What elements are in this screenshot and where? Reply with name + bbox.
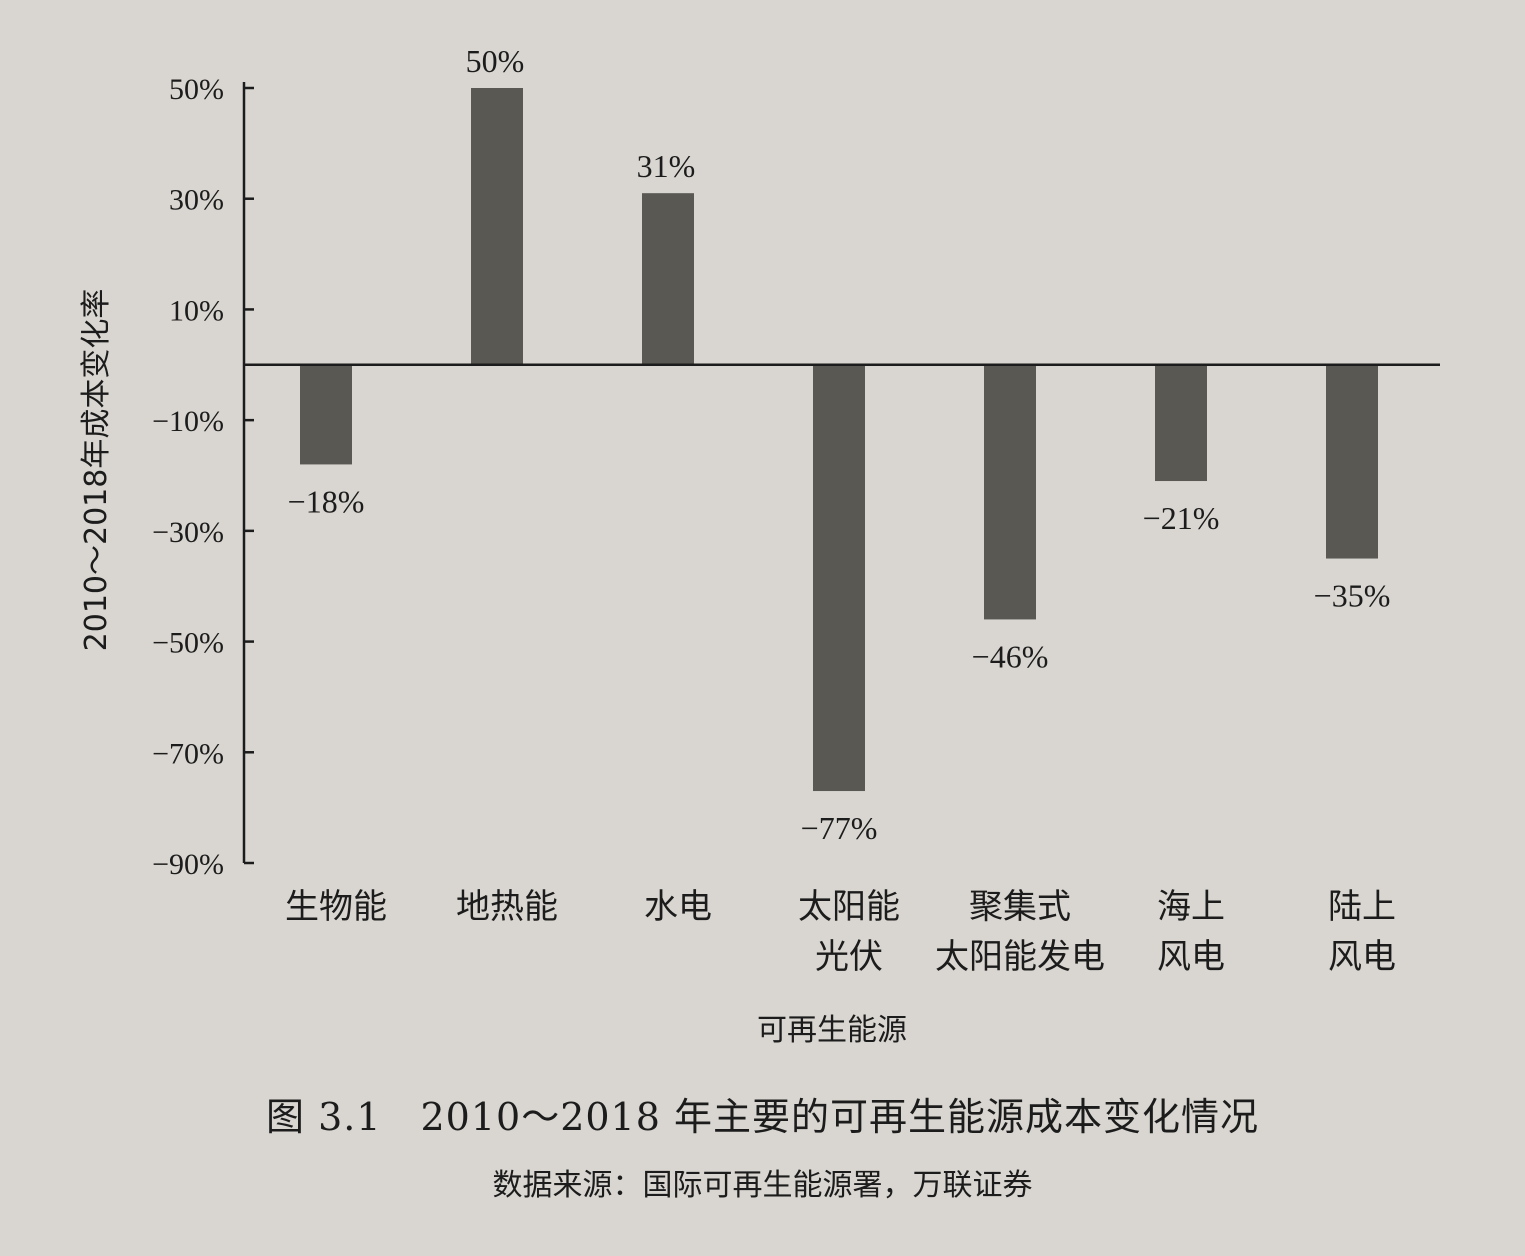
x-category-label: 地热能 [456,887,558,927]
bars-layer [300,88,1378,792]
x-category-label: 风电 [1157,937,1225,977]
x-category-label: 海上 [1157,887,1225,927]
y-tick-label: −30% [152,516,224,549]
x-category-label: 太阳能 [798,887,900,927]
data-label: −21% [1143,500,1220,536]
bar [300,364,352,465]
figure-source: 数据来源：国际可再生能源署，万联证券 [492,1168,1033,1203]
x-category-label: 水电 [644,887,712,927]
figure-caption: 图 3.1 2010～2018 年主要的可再生能源成本变化情况 [265,1095,1259,1139]
x-category-label: 聚集式 [969,887,1071,927]
bar [984,364,1036,620]
y-tick-label: −90% [152,848,224,881]
data-label: −35% [1314,578,1391,614]
y-tick-label: −50% [152,627,224,660]
bar [1155,364,1207,482]
y-tick-label: −10% [152,405,224,438]
y-tick-label: 10% [169,294,224,327]
bar [471,88,523,365]
y-axis-title: 2010～2018年成本变化率 [79,289,114,652]
bar [642,193,694,365]
data-label: 31% [637,148,696,184]
y-tick-label: −70% [152,737,224,770]
data-label: −46% [972,638,1049,674]
x-axis-title: 可再生能源 [757,1013,907,1048]
data-label: 50% [466,43,525,79]
x-category-label: 风电 [1328,937,1396,977]
bar [813,364,865,792]
x-category-label: 太阳能发电 [935,937,1105,977]
y-tick-label: 30% [169,184,224,217]
y-tick-label: 50% [169,73,224,106]
x-category-label: 陆上 [1328,887,1396,927]
bar [1326,364,1378,559]
data-label: −18% [288,483,365,519]
x-category-label: 生物能 [285,887,387,927]
x-category-label: 光伏 [815,937,883,977]
axes-layer [242,82,1440,865]
labels-layer: 50% 30% 10% −10% −30% −50% −70% −90% −18% 50% 31% −… [79,43,1396,1048]
data-label: −77% [801,810,878,846]
